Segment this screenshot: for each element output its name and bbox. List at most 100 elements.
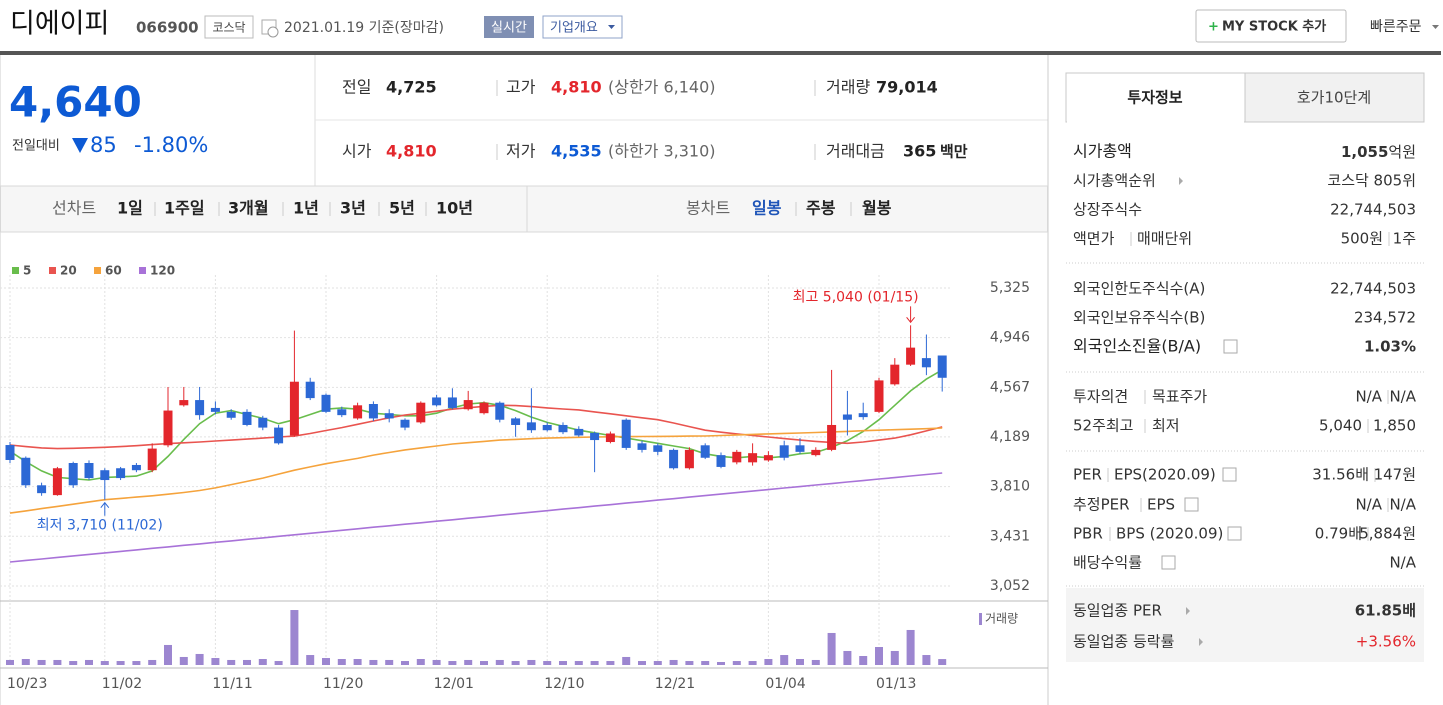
tab-active[interactable] [1065, 72, 1246, 123]
volume-label: 거래량 [985, 612, 1018, 626]
period[interactable]: 10년 [436, 199, 473, 218]
period[interactable]: 월봉 [862, 199, 892, 218]
period[interactable]: 1일 [117, 199, 143, 218]
period[interactable]: 3년 [340, 199, 366, 218]
info-label: 52주최고 [1073, 417, 1134, 435]
info-label: BPS (2020.09) [1116, 525, 1223, 543]
volume-bar [669, 659, 678, 665]
candle-body [305, 381, 315, 399]
legend-label: 20 [60, 264, 77, 278]
period[interactable]: 3개월 [228, 199, 269, 218]
candle-body [337, 409, 347, 416]
x-tick-label: 12/10 [544, 676, 584, 692]
realtime-badge[interactable] [484, 16, 534, 38]
candle-body [400, 419, 410, 428]
volume-legend-swatch [979, 613, 982, 625]
overview-text[interactable]: 기업개요 [550, 21, 598, 36]
volume-bar [274, 661, 283, 665]
moving-average-line [9, 472, 943, 563]
market-badge [204, 15, 254, 39]
quick-order[interactable]: 빠른주문 [1370, 19, 1422, 35]
info-value: 1주 [1393, 230, 1416, 248]
x-tick-label: 10/23 [7, 676, 47, 692]
tab-label[interactable]: 호가10단계 [1297, 89, 1371, 107]
volume-bar [811, 659, 820, 665]
candle-body [700, 445, 710, 458]
info-label: 시가총액순위 [1073, 172, 1156, 190]
volume-bar [464, 659, 473, 665]
candle-body [368, 404, 378, 419]
quote-label: 저가 [506, 142, 536, 161]
candle-body [906, 347, 916, 365]
tab-label[interactable]: 투자정보 [1127, 89, 1182, 107]
volume-bar [322, 658, 330, 665]
volume-bar [432, 659, 441, 665]
volume-bar [685, 661, 694, 665]
mystock-button[interactable] [1195, 9, 1347, 43]
volume-bar [53, 659, 62, 665]
volume-bar [543, 661, 552, 665]
stock-code: 066900 [136, 19, 199, 37]
candle-body [84, 462, 94, 479]
candle-body [195, 400, 205, 416]
candle-chart-label: 봉차트 [686, 199, 730, 218]
quote-value: 4,810 [386, 142, 437, 161]
volume-bar [748, 661, 757, 665]
plus-icon: + [1208, 20, 1219, 35]
tab[interactable] [1244, 72, 1425, 123]
info-label: 최저 [1152, 417, 1180, 435]
realtime-text[interactable]: 실시간 [491, 21, 527, 36]
candle-body [21, 457, 31, 486]
info-label: 외국인소진율(B/A) [1073, 337, 1201, 356]
info-value: 234,572 [1354, 309, 1416, 327]
help-icon[interactable] [1222, 467, 1237, 482]
candle-body [384, 413, 394, 419]
legend-swatch [12, 267, 19, 274]
volume-bar [922, 655, 931, 665]
mystock-text[interactable]: MY STOCK 추가 [1222, 19, 1326, 35]
candle-body [226, 411, 236, 418]
current-price: 4,640 [9, 78, 142, 127]
quote-extra: (상한가 6,140) [608, 78, 716, 97]
period[interactable]: 1주일 [164, 199, 205, 218]
candle-body [748, 453, 758, 463]
volume-bar [875, 647, 883, 665]
period[interactable]: 5년 [389, 199, 415, 218]
candle-body [495, 402, 505, 420]
legend-label: 5 [23, 264, 31, 278]
volume-bar [337, 659, 346, 665]
candle-body [890, 364, 900, 385]
y-tick-label: 4,189 [990, 429, 1030, 445]
candle-body [479, 402, 489, 414]
info-group: 외국인한도주식수(A) 22,744,503 외국인보유주식수(B) 234,5… [1073, 280, 1416, 356]
info-label: 외국인보유주식수(B) [1073, 309, 1205, 327]
base-date: 2021.01.19 기준(장마감) [284, 20, 444, 36]
market-text: 코스닥 [212, 21, 245, 35]
candle-body [5, 445, 15, 460]
help-icon[interactable] [1161, 555, 1176, 570]
x-tick-label: 11/11 [212, 676, 252, 692]
volume-bar [179, 656, 188, 665]
help-icon[interactable] [1184, 497, 1199, 512]
info-label[interactable]: 동일업종 PER [1073, 602, 1162, 620]
info-label[interactable]: 동일업종 등락률 [1073, 633, 1175, 651]
period[interactable]: 1년 [293, 199, 319, 218]
candle-body [605, 433, 615, 443]
overview-button[interactable] [542, 15, 623, 39]
candle-body [621, 419, 631, 448]
x-tick-label: 11/02 [102, 676, 142, 692]
candle-body [542, 424, 552, 431]
help-icon[interactable] [1223, 339, 1238, 354]
period-active[interactable]: 일봉 [752, 199, 782, 218]
help-icon[interactable] [1227, 526, 1242, 541]
period[interactable]: 주봉 [806, 199, 836, 218]
info-value: 61.85배 [1355, 602, 1416, 620]
candle-body [779, 445, 789, 458]
low-annotation: 최저 3,710 (11/02) [37, 518, 163, 534]
quote-unit: 백만 [940, 143, 968, 161]
volume-bar [85, 659, 93, 665]
candle-body [289, 381, 299, 436]
info-value: N/A [1389, 554, 1416, 572]
candle-body [163, 410, 173, 446]
info-value: 1,850 [1373, 417, 1416, 435]
